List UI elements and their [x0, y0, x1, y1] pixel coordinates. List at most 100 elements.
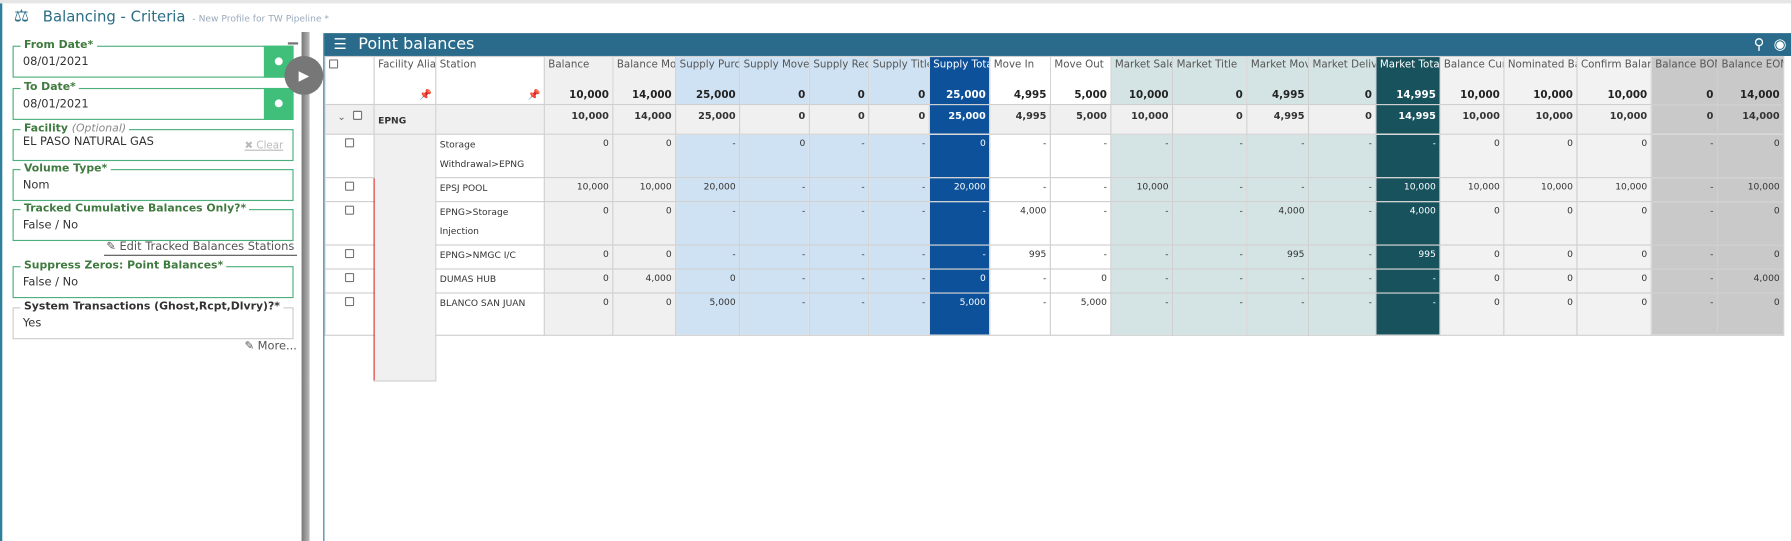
- cell-value: -: [989, 292, 1051, 336]
- clear-button[interactable]: ✖ Clear: [245, 141, 284, 152]
- suppress-zeros-field[interactable]: Suppress Zeros: Point Balances* False / …: [12, 259, 294, 299]
- checkbox[interactable]: [344, 205, 355, 215]
- edit-tracked-link[interactable]: ✎ Edit Tracked Balances Stations: [103, 241, 297, 256]
- collapse-button[interactable]: [287, 42, 299, 45]
- group-value: 0: [1307, 103, 1377, 135]
- table-row[interactable]: Storage Withdrawal>EPNG 0 0-0- -0- - - - - - -0 0 0…: [324, 133, 1789, 382]
- table-row[interactable]: EPSJ POOL 10,000 10,000 20,000- - -20,000- -10…: [324, 177, 1789, 203]
- row-select[interactable]: [324, 133, 375, 179]
- col-header[interactable]: Market Title 0: [1171, 55, 1248, 106]
- col-header[interactable]: Market Move Out 4,995: [1246, 55, 1310, 106]
- header-label: Balance EOM: [1721, 59, 1784, 71]
- checkbox[interactable]: [344, 273, 355, 283]
- play-icon: ▶: [298, 67, 310, 84]
- cell-value: 4,000: [1375, 201, 1441, 246]
- group-value: 10,000: [1110, 103, 1174, 135]
- search-icon[interactable]: ⚲: [1753, 35, 1765, 54]
- to-date-field[interactable]: To Date* 08/01/2021 ●: [12, 81, 294, 120]
- station-name: BLANCO SAN JUAN: [435, 292, 545, 336]
- col-header[interactable]: Supply Total 25,000: [928, 55, 991, 106]
- col-header[interactable]: Confirm Balance 10,000: [1576, 55, 1652, 106]
- col-header[interactable]: Market Total 14,995: [1375, 55, 1441, 106]
- col-header[interactable]: Balance EOM 14,000: [1716, 55, 1785, 106]
- col-header[interactable]: Move In 4,995: [989, 55, 1051, 106]
- cell-value: 10,000: [1375, 177, 1441, 203]
- row-select[interactable]: [324, 292, 375, 336]
- group-row[interactable]: ⌄ EPNG 10,000 14,000 25,000 0 0 0 25,000 4,995 5,0…: [324, 103, 1789, 135]
- col-header[interactable]: Market Delivery 0: [1307, 55, 1377, 106]
- top-border: [0, 0, 1791, 4]
- table-row[interactable]: BLANCO SAN JUAN 0 0 5,000- - -5,000-5,000- - - -…: [324, 292, 1789, 336]
- row-select[interactable]: [324, 201, 375, 246]
- cell-value: -: [1650, 244, 1719, 270]
- spacer: [325, 335, 374, 381]
- col-header[interactable]: Balance Month 14,000: [612, 55, 677, 106]
- label: From Date*: [20, 38, 97, 52]
- table-row[interactable]: EPNG>NMGC I/C 0 0- - - - -995- - -995-995 0 0 0-0: [324, 244, 1789, 270]
- cell-value: 10,000: [1439, 177, 1505, 203]
- pin-icon[interactable]: 📌: [527, 90, 541, 102]
- col-header[interactable]: Market Sale 10,000: [1110, 55, 1174, 106]
- table-row[interactable]: DUMAS HUB 0 4,000 0- - -0-0- - - - -0 0 0-4,000: [324, 268, 1789, 294]
- group-value: 0: [808, 103, 870, 135]
- checkbox[interactable]: [352, 110, 362, 120]
- col-header[interactable]: Supply Purchase 25,000: [675, 55, 741, 106]
- system-transactions-field[interactable]: System Transactions (Ghost,Rcpt,Dlvry)?*…: [12, 300, 294, 340]
- select-all[interactable]: [324, 55, 375, 106]
- checkbox[interactable]: [344, 181, 355, 191]
- col-header[interactable]: Supply Move In 0: [739, 55, 810, 106]
- checkbox[interactable]: [344, 138, 355, 148]
- cell-value: -: [675, 201, 741, 246]
- header-label: Supply Title: [872, 59, 930, 71]
- group-toggle[interactable]: ⌄: [324, 103, 375, 135]
- label: Tracked Cumulative Balances Only?*: [20, 202, 250, 215]
- header-total: 0: [1235, 90, 1243, 102]
- checkbox[interactable]: [344, 249, 355, 259]
- value: Yes: [22, 317, 42, 331]
- header-label: Market Delivery: [1312, 59, 1375, 71]
- facility-field[interactable]: Facility (Optional) EL PASO NATURAL GAS …: [12, 122, 294, 162]
- col-header[interactable]: Move Out 5,000: [1049, 55, 1112, 106]
- run-button[interactable]: ▶: [284, 55, 324, 95]
- cell-value: -: [1650, 177, 1719, 203]
- cell-value: 10,000: [1716, 177, 1785, 203]
- row-select[interactable]: [324, 268, 375, 294]
- cell-value: 0: [1439, 201, 1505, 246]
- header-label: Supply Total: [933, 59, 990, 71]
- calendar-icon[interactable]: ●: [263, 87, 294, 120]
- cell-value: -: [1375, 292, 1441, 336]
- cell-value: 4,000: [989, 201, 1051, 246]
- cell-value: -: [739, 177, 810, 203]
- col-header[interactable]: Supply Title 0: [868, 55, 930, 106]
- cell-value: 0: [1439, 268, 1505, 294]
- value: 08/01/2021: [22, 55, 89, 69]
- chevron-down-icon[interactable]: ⌄: [337, 111, 346, 124]
- grid-title: Point balances: [358, 35, 475, 54]
- col-facility-alias[interactable]: Facility Alias 📌: [373, 55, 437, 106]
- row-select[interactable]: [324, 177, 375, 203]
- header-total: 0: [798, 90, 806, 102]
- checkbox[interactable]: [328, 59, 339, 69]
- volume-type-field[interactable]: Volume Type* Nom: [12, 162, 294, 202]
- panel-splitter[interactable]: [301, 31, 310, 541]
- cell-value: -: [989, 133, 1051, 179]
- pin-icon[interactable]: 📌: [418, 90, 432, 102]
- col-header[interactable]: Nominated Balance 10,000: [1503, 55, 1578, 106]
- more-link[interactable]: ✎ More...: [244, 340, 296, 353]
- col-header[interactable]: Balance 10,000: [543, 55, 614, 106]
- group-value: 10,000: [1503, 103, 1578, 135]
- table-row[interactable]: EPNG>Storage Injection 0 0- - - - -4,000- - -4,0…: [324, 201, 1789, 246]
- col-header[interactable]: Balance Cumulative 10,000: [1439, 55, 1505, 106]
- from-date-field[interactable]: From Date* 08/01/2021 ●: [12, 38, 294, 78]
- options-icon[interactable]: ◉: [1773, 35, 1787, 54]
- col-header[interactable]: Balance BOM 0: [1650, 55, 1719, 106]
- row-select[interactable]: [324, 244, 375, 270]
- tracked-field[interactable]: Tracked Cumulative Balances Only?* False…: [12, 202, 294, 242]
- header-total: 10,000: [1128, 90, 1169, 102]
- cell-value: 0: [612, 292, 677, 336]
- col-station[interactable]: Station 📌: [435, 55, 545, 106]
- col-header[interactable]: Supply Receipt 0: [808, 55, 870, 106]
- checkbox[interactable]: [344, 296, 355, 307]
- cell-value: 995: [1375, 244, 1441, 270]
- cell-value: 0: [1439, 244, 1505, 270]
